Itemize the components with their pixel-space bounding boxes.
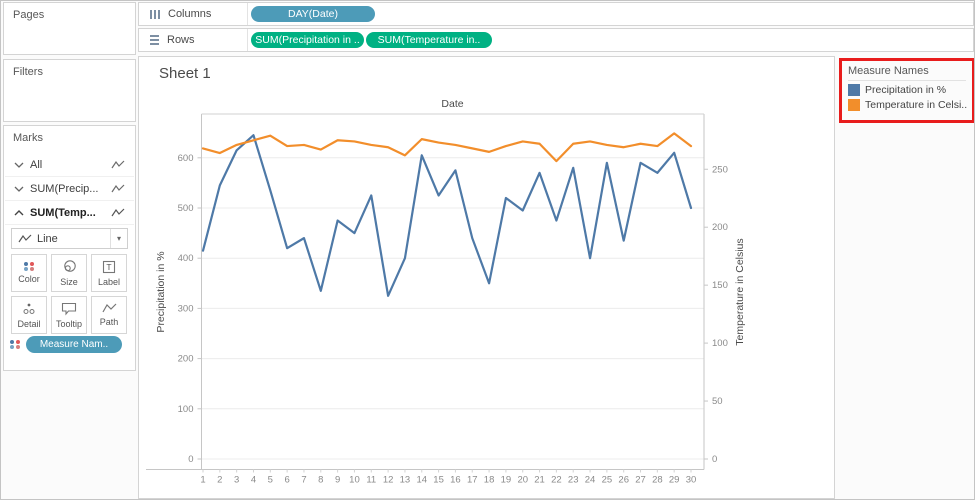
- button-caption: Tooltip: [55, 318, 82, 329]
- marks-row-temperature[interactable]: SUM(Temp...: [5, 202, 134, 225]
- columns-icon: [150, 9, 160, 19]
- rows-icon: [150, 35, 159, 45]
- measure-names-legend[interactable]: Measure Names Precipitation in % Tempera…: [839, 58, 974, 123]
- columns-shelf-label: Columns: [168, 8, 212, 20]
- sheet-title: Sheet 1: [159, 65, 211, 82]
- color-icon: [23, 262, 35, 271]
- marks-card-label: Marks: [13, 132, 43, 144]
- legend-item-label: Precipitation in %: [865, 84, 947, 96]
- marks-row-label: SUM(Precip...: [30, 183, 99, 195]
- chevron-down-icon[interactable]: [14, 185, 24, 193]
- measure-names-pill[interactable]: Measure Nam..: [26, 336, 122, 353]
- pages-shelf-label: Pages: [13, 9, 45, 21]
- mark-type-value: Line: [37, 232, 58, 245]
- color-icon: [10, 340, 21, 349]
- size-button[interactable]: Size: [51, 254, 87, 292]
- line-mark-icon: [111, 160, 125, 170]
- chevron-up-icon[interactable]: [14, 209, 24, 217]
- worksheet-view: [138, 56, 835, 499]
- measure-names-pill-row: Measure Nam..: [10, 336, 122, 353]
- marks-buttons: Color Size T Label Detail: [11, 254, 129, 334]
- right-axis-title: Temperature in Celsius: [734, 238, 746, 346]
- label-icon: T: [102, 260, 116, 273]
- legend-title: Measure Names: [848, 65, 966, 81]
- marks-row-all[interactable]: All: [5, 154, 134, 177]
- line-mark-icon: [111, 208, 125, 218]
- detail-button[interactable]: Detail: [11, 296, 47, 334]
- size-icon: [63, 260, 76, 272]
- svg-text:T: T: [106, 262, 111, 272]
- filters-shelf[interactable]: Filters: [3, 59, 136, 122]
- chevron-down-icon[interactable]: [14, 161, 24, 169]
- dropdown-caret-icon[interactable]: ▾: [110, 229, 127, 248]
- legend-item-precipitation[interactable]: Precipitation in %: [848, 84, 972, 96]
- pill-sum-temperature[interactable]: SUM(Temperature in..: [366, 32, 492, 48]
- legend-item-label: Temperature in Celsi..: [865, 99, 968, 111]
- button-caption: Size: [60, 277, 78, 287]
- legend-item-temperature[interactable]: Temperature in Celsi..: [848, 99, 972, 111]
- tooltip-icon: [61, 302, 77, 316]
- path-button[interactable]: Path: [91, 296, 127, 334]
- pill-day-date[interactable]: DAY(Date): [251, 6, 375, 22]
- rows-shelf-label: Rows: [167, 34, 195, 46]
- label-button[interactable]: T Label: [91, 254, 127, 292]
- marks-row-label: All: [30, 159, 43, 171]
- mark-type-dropdown[interactable]: Line ▾: [11, 228, 128, 249]
- filters-shelf-label: Filters: [13, 66, 43, 78]
- color-button[interactable]: Color: [11, 254, 47, 292]
- rows-shelf[interactable]: Rows SUM(Precipitation in .. SUM(Tempera…: [138, 28, 974, 52]
- left-axis-title: Precipitation in %: [155, 251, 167, 333]
- marks-card: Marks All SUM(Precip... SUM(Temp...: [3, 125, 136, 371]
- columns-shelf[interactable]: Columns DAY(Date): [138, 2, 974, 26]
- x-axis-header: Date: [441, 98, 464, 110]
- shelf-divider: [247, 3, 248, 25]
- button-caption: Path: [99, 317, 119, 327]
- path-icon: [101, 303, 116, 313]
- button-caption: Detail: [17, 318, 41, 329]
- shelf-divider: [247, 29, 248, 51]
- button-caption: Color: [18, 274, 40, 284]
- orange-swatch-icon: [848, 99, 860, 111]
- detail-icon: [23, 303, 35, 314]
- button-caption: Label: [97, 276, 121, 287]
- marks-row-label: SUM(Temp...: [30, 207, 96, 219]
- pill-sum-precipitation[interactable]: SUM(Precipitation in ..: [251, 32, 364, 48]
- line-mark-icon: [111, 184, 125, 194]
- tooltip-button[interactable]: Tooltip: [51, 296, 87, 334]
- line-mark-icon: [18, 234, 32, 244]
- marks-row-precipitation[interactable]: SUM(Precip...: [5, 178, 134, 201]
- pages-shelf[interactable]: Pages: [3, 2, 136, 55]
- blue-swatch-icon: [848, 84, 860, 96]
